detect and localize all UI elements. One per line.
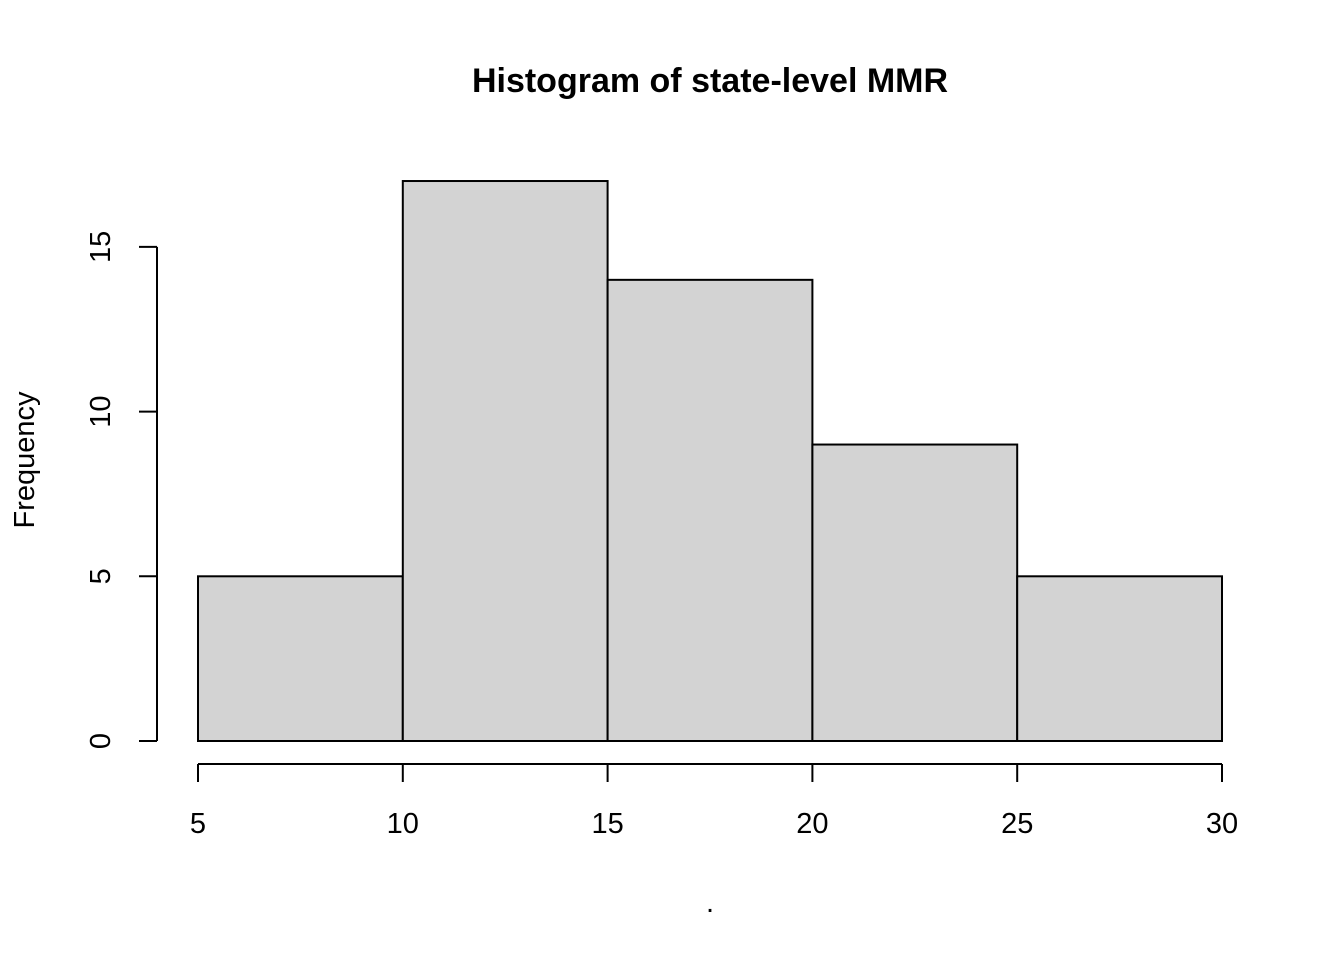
x-tick-label: 25 (1001, 808, 1033, 840)
y-tick-label: 5 (85, 568, 117, 584)
x-axis-label: . (706, 887, 714, 919)
x-tick-label: 10 (387, 808, 419, 840)
x-axis: 5 10 15 20 25 30 (190, 763, 1238, 840)
x-tick-label: 30 (1206, 808, 1238, 840)
x-tick-label: 20 (796, 808, 828, 840)
y-tick-label: 10 (85, 395, 117, 427)
bars-group (197, 180, 1224, 742)
histogram-bar (811, 443, 1019, 742)
histogram-bar (1016, 575, 1224, 742)
y-axis: 0 5 10 15 (85, 231, 158, 749)
histogram-bar (197, 575, 404, 742)
histogram-bar (401, 180, 609, 742)
y-axis-label: Frequency (9, 391, 41, 529)
x-tick-label: 15 (591, 808, 623, 840)
x-tick-label: 5 (190, 808, 206, 840)
y-tick-label: 15 (85, 231, 117, 263)
chart-title: Histogram of state-level MMR (472, 62, 948, 100)
y-tick-label: 0 (85, 733, 117, 749)
histogram-bar (606, 278, 814, 742)
